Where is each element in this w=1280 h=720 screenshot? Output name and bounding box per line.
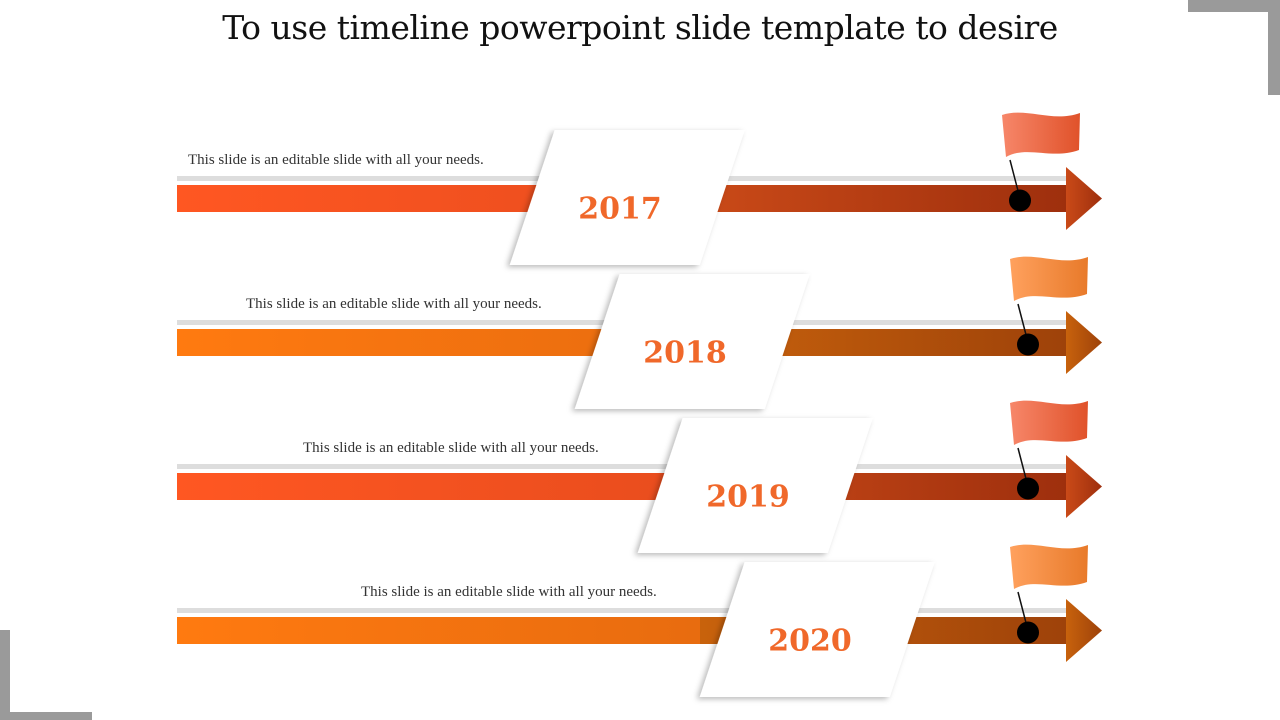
timeline-rail bbox=[177, 608, 1067, 613]
flag-cloth bbox=[1010, 400, 1088, 445]
timeline-row: 2018 This slide is an editable slide with… bbox=[177, 256, 1102, 409]
caption-text: This slide is an editable slide with all… bbox=[246, 296, 542, 312]
flag-base-dot bbox=[1017, 477, 1039, 500]
flag-icon bbox=[1002, 112, 1080, 212]
caption-text: This slide is an editable slide with all… bbox=[361, 584, 657, 600]
timeline-row: 2020 This slide is an editable slide with… bbox=[177, 544, 1102, 697]
year-label: 2017 bbox=[578, 192, 662, 227]
flag-base-dot bbox=[1009, 189, 1031, 212]
timeline-row: 2017 This slide is an editable slide with… bbox=[177, 112, 1102, 265]
slanted-break bbox=[509, 130, 745, 265]
timeline-arrow-head bbox=[1066, 311, 1102, 374]
timeline-arrow-head bbox=[1066, 167, 1102, 230]
corner-decoration-bottom-left bbox=[0, 630, 92, 720]
slanted-break bbox=[699, 562, 935, 697]
flag-base-dot bbox=[1017, 333, 1039, 356]
flag-cloth bbox=[1010, 544, 1088, 589]
slide-title: To use timeline powerpoint slide templat… bbox=[222, 8, 1058, 47]
timeline-arrow-head bbox=[1066, 455, 1102, 518]
timeline-arrow-head bbox=[1066, 599, 1102, 662]
flag-icon bbox=[1010, 400, 1088, 500]
flag-icon bbox=[1010, 256, 1088, 356]
year-label: 2018 bbox=[643, 336, 727, 371]
flag-base-dot bbox=[1017, 621, 1039, 644]
timeline-row: 2019 This slide is an editable slide with… bbox=[177, 400, 1102, 553]
year-label: 2019 bbox=[706, 480, 790, 515]
corner-decoration-top-right bbox=[1188, 0, 1280, 95]
slanted-break bbox=[637, 418, 873, 553]
caption-text: This slide is an editable slide with all… bbox=[188, 152, 484, 168]
slanted-break bbox=[574, 274, 810, 409]
flag-cloth bbox=[1010, 256, 1088, 301]
flag-icon bbox=[1010, 544, 1088, 644]
flag-cloth bbox=[1002, 112, 1080, 157]
timeline-bar-right bbox=[700, 185, 1068, 212]
year-label: 2020 bbox=[768, 624, 852, 659]
timeline-rail bbox=[177, 464, 1067, 469]
caption-text: This slide is an editable slide with all… bbox=[303, 440, 599, 456]
